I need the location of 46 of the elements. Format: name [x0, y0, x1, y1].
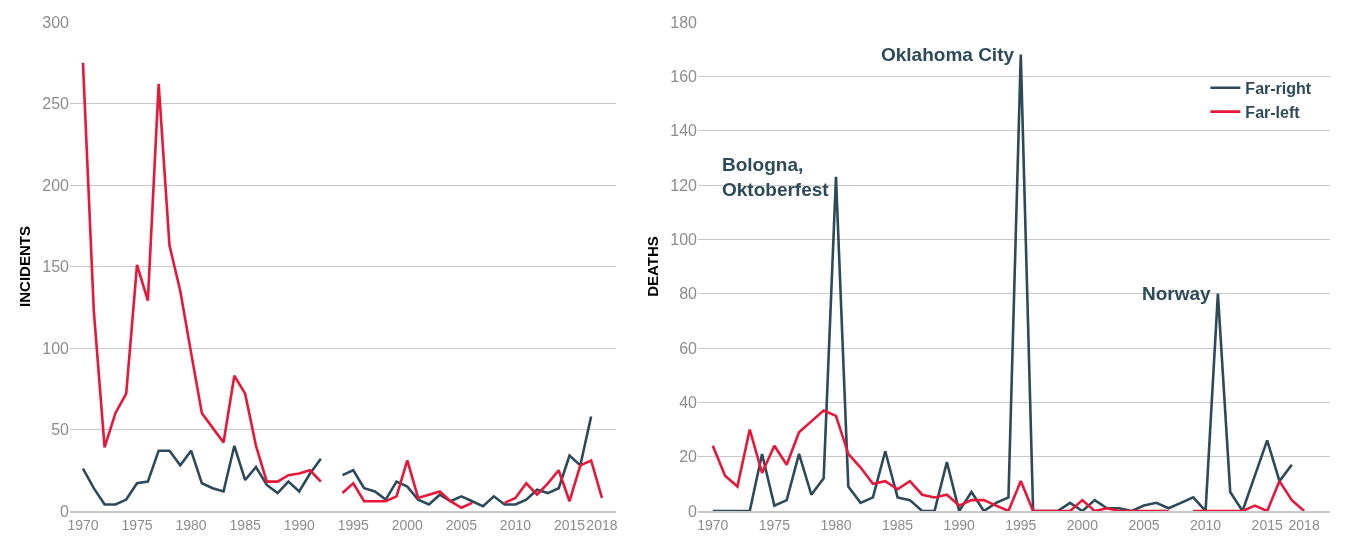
x-tick-label: 2010	[1189, 516, 1222, 533]
y-tick-label: 180	[670, 13, 698, 31]
annotation: Norway	[1142, 283, 1212, 304]
x-tick-label: 1970	[697, 516, 729, 533]
x-tick-label: 1990	[943, 516, 975, 533]
x-tick-label: 2018	[586, 516, 618, 533]
x-tick-label: 1985	[882, 516, 914, 533]
annotation: Oklahoma City	[881, 44, 1015, 65]
y-tick-label: 300	[42, 13, 70, 31]
y-axis-title: DEATHS	[643, 236, 661, 297]
x-tick-label: 2000	[1066, 516, 1099, 533]
y-tick-label: 100	[670, 230, 698, 248]
y-tick-label: 160	[670, 67, 698, 85]
x-tick-label: 1995	[1005, 516, 1037, 533]
y-tick-label: 100	[42, 339, 70, 357]
y-tick-label: 40	[679, 393, 698, 411]
y-tick-label: 150	[42, 258, 70, 276]
x-tick-label: 1990	[283, 516, 315, 533]
x-tick-label: 1970	[67, 516, 99, 533]
x-tick-label: 2018	[1288, 516, 1320, 533]
y-tick-label: 80	[679, 285, 698, 303]
x-tick-label: 1980	[175, 516, 207, 533]
x-tick-label: 2000	[391, 516, 424, 533]
legend-label: Far-right	[1245, 80, 1312, 98]
y-tick-label: 0	[60, 502, 70, 520]
annotation: Bologna, Oktoberfest	[722, 154, 830, 200]
x-tick-label: 2015	[553, 516, 586, 533]
y-tick-label: 250	[42, 95, 70, 113]
x-tick-label: 2005	[445, 516, 478, 533]
y-tick-label: 20	[679, 448, 698, 466]
x-tick-label: 1980	[820, 516, 852, 533]
y-tick-label: 50	[51, 421, 70, 439]
y-tick-label: 60	[679, 339, 698, 357]
x-tick-label: 1975	[758, 516, 791, 533]
x-tick-label: 2010	[499, 516, 532, 533]
y-tick-label: 200	[42, 176, 70, 194]
legend-label: Far-left	[1245, 103, 1301, 121]
y-tick-label: 0	[688, 502, 698, 520]
y-tick-label: 140	[670, 122, 698, 140]
y-tick-label: 120	[670, 176, 698, 194]
x-tick-label: 2005	[1128, 516, 1160, 533]
x-tick-label: 2015	[1251, 516, 1283, 533]
x-tick-label: 1975	[121, 516, 153, 533]
y-axis-title: INCIDENTS	[15, 226, 33, 307]
x-tick-label: 1985	[229, 516, 261, 533]
x-tick-label: 1995	[337, 516, 370, 533]
